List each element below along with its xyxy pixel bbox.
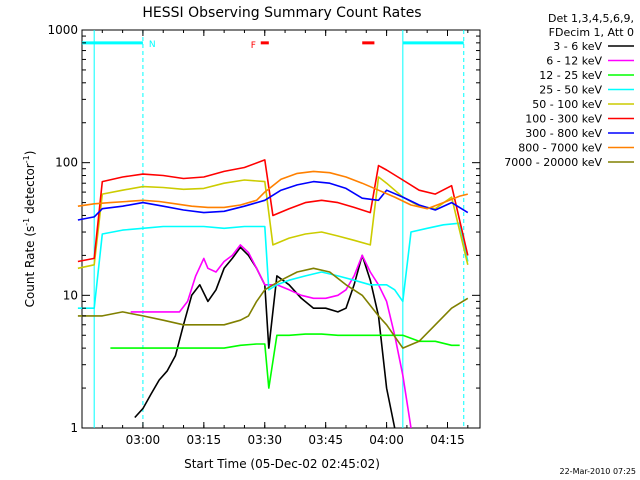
chart-title: HESSI Observing Summary Count Rates <box>142 5 421 21</box>
legend-entry-label: 3 - 6 keV <box>553 40 602 53</box>
flare-flag-label: F <box>251 41 256 51</box>
y-tick-label: 10 <box>63 288 78 302</box>
x-tick-label: 04:00 <box>369 433 404 447</box>
series-line-3 <box>77 222 469 310</box>
x-axis-label: Start Time (05-Dec-02 02:45:02) <box>184 457 380 471</box>
legend-entry-label: 100 - 300 keV <box>525 113 602 126</box>
x-tick-label: 04:15 <box>430 433 465 447</box>
night-flag-label: N <box>149 40 156 50</box>
legend: Det 1,3,4,5,6,9,FDecim 1, Att 03 - 6 keV… <box>504 12 634 169</box>
legend-entry-label: 50 - 100 keV <box>532 98 602 111</box>
series-line-2 <box>110 333 460 389</box>
timestamp: 22-Mar-2010 07:25 <box>560 467 637 476</box>
x-tick-label: 03:00 <box>126 433 161 447</box>
y-axis-label: Count Rate (s-1 detector-1) <box>22 151 37 308</box>
x-tick-label: 03:30 <box>247 433 282 447</box>
series-line-5 <box>77 159 469 263</box>
legend-entry-label: 25 - 50 keV <box>539 84 602 97</box>
series-line-6 <box>77 180 469 221</box>
legend-entry-label: 12 - 25 keV <box>539 69 602 82</box>
legend-entry-label: 300 - 800 keV <box>525 127 602 140</box>
x-tick-label: 03:45 <box>308 433 343 447</box>
series-line-8 <box>77 267 469 349</box>
series-line-7 <box>77 170 468 210</box>
plot-frame <box>81 29 481 429</box>
y-tick-label: 1 <box>70 421 78 435</box>
legend-header: FDecim 1, Att 0 <box>549 26 634 39</box>
ticks-layer: 03:00 03:15 03:30 03:45 04:00 04:15 1 10 100 1000 <box>47 23 480 447</box>
x-tick-label: 03:15 <box>187 433 222 447</box>
series-line-4 <box>77 176 469 270</box>
y-tick-label: 100 <box>55 156 78 170</box>
series-line-0 <box>134 246 396 429</box>
legend-entry-label: 7000 - 20000 keV <box>504 156 602 169</box>
legend-entry-label: 800 - 7000 keV <box>518 142 602 155</box>
y-tick-label: 1000 <box>47 23 78 37</box>
legend-entry-label: 6 - 12 keV <box>546 55 602 68</box>
series-layer <box>77 159 469 429</box>
legend-header: Det 1,3,4,5,6,9, <box>548 12 634 25</box>
series-line-1 <box>130 244 412 429</box>
